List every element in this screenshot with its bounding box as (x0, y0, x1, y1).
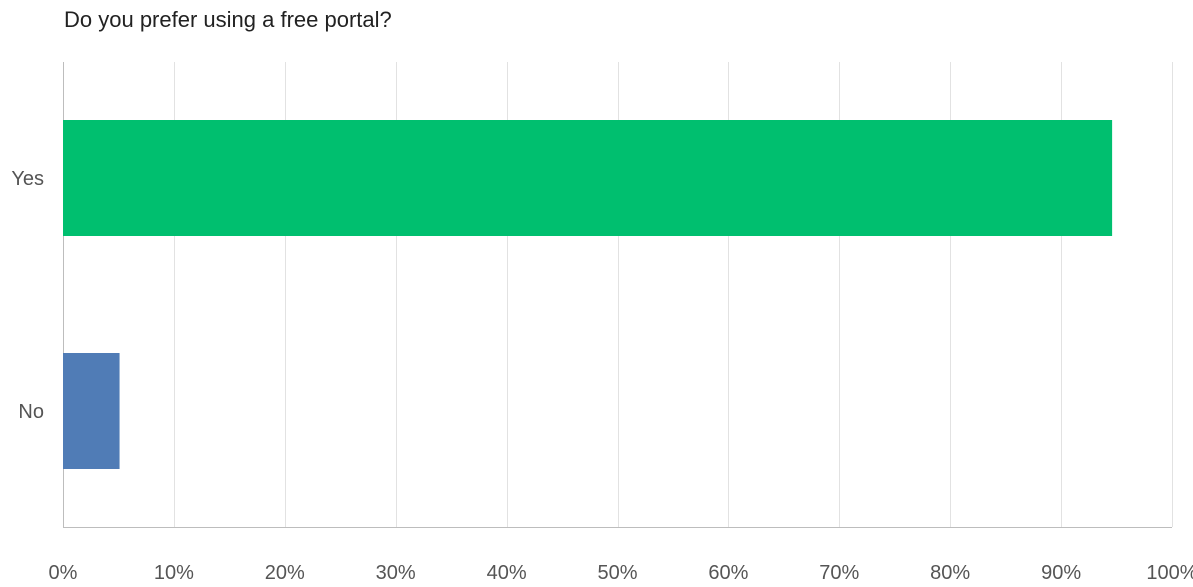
x-tick-label: 20% (265, 562, 305, 584)
x-tick-label: 70% (819, 562, 859, 584)
category-label: Yes (11, 168, 44, 190)
category-label: No (18, 401, 44, 423)
x-tick-label: 90% (1041, 562, 1081, 584)
x-tick-label: 60% (708, 562, 748, 584)
x-tick-label: 30% (376, 562, 416, 584)
x-tick-label: 50% (597, 562, 637, 584)
bar-yes (63, 120, 1113, 236)
x-tick-label: 10% (154, 562, 194, 584)
chart-title: Do you prefer using a free portal? (64, 7, 392, 32)
x-tick-label: 40% (487, 562, 527, 584)
x-tick-labels: 0% 10% 20% 30% 40% 50% 60% 70% 80% 90% 100% (49, 562, 1193, 584)
x-tick-label: 100% (1146, 562, 1193, 584)
bar-no (63, 353, 120, 469)
bars (63, 120, 1113, 469)
category-labels: Yes No (11, 168, 44, 423)
x-tick-label: 0% (49, 562, 78, 584)
x-tick-label: 80% (930, 562, 970, 584)
